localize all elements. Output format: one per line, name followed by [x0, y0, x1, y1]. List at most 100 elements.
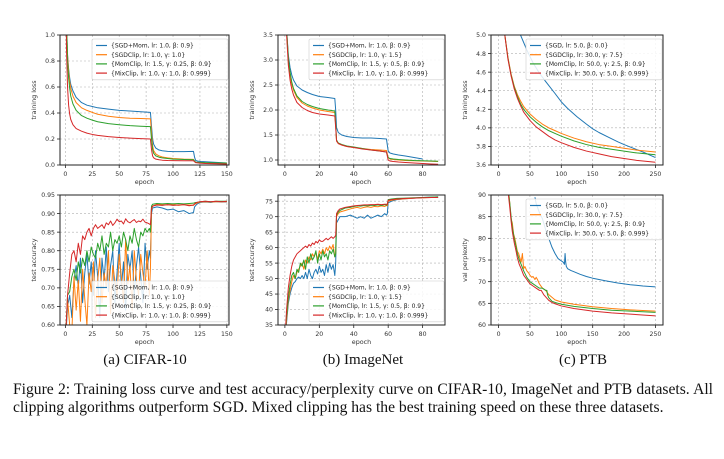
x-tick-label: 20 [315, 171, 323, 178]
y-tick-label: 3.0 [263, 57, 273, 64]
x-tick-label: 40 [350, 331, 358, 338]
legend-entry: {SGDClip, lr: 1.0, γ: 1.5} [328, 294, 402, 301]
y-axis-label: test accuracy [30, 238, 38, 281]
x-tick-label: 25 [88, 171, 96, 178]
x-tick-label: 50 [526, 171, 534, 178]
series-line-red [65, 200, 227, 325]
legend: {SGD, lr: 5.0, β: 0.0} {SGDClip, lr: 30.0… [525, 198, 663, 241]
y-tick-label: 0.6 [45, 84, 55, 91]
y-tick-label: 70 [265, 214, 273, 221]
legend-box [91, 38, 229, 81]
y-tick-label: 5.0 [476, 32, 486, 39]
x-tick-label: 125 [194, 331, 206, 338]
y-tick-label: 4.4 [476, 88, 486, 95]
x-tick-label: 60 [384, 171, 392, 178]
plot-frame [277, 194, 446, 326]
plot-frame [59, 194, 230, 326]
subfigure-label-ptb: (c) PTB [559, 352, 607, 368]
y-tick-label: 45 [265, 291, 273, 298]
x-tick-label: 0 [497, 331, 501, 338]
legend-entry: {MomClip, lr: 1.5, γ: 0.5, β: 0.9} [328, 61, 425, 68]
x-tick-label: 100 [167, 171, 179, 178]
legend: {SGD, lr: 5.0, β: 0.0} {SGDClip, lr: 30.0… [525, 38, 663, 81]
y-tick-label: 1.0 [263, 157, 273, 164]
x-tick-label: 80 [419, 331, 427, 338]
legend: {SGD+Mom, lr: 1.0, β: 0.9} {SGDClip, lr: … [308, 280, 445, 323]
x-tick-label: 150 [587, 171, 599, 178]
figure-panels: 0 25 50 75 100 125 150 0.0 0.2 0.4 0.6 0.8 1.0 epoch t… [30, 32, 664, 346]
series-line-green [285, 196, 439, 325]
y-tick-label: 0.75 [41, 266, 55, 273]
y-tick-label: 0.2 [45, 136, 55, 143]
legend-entry: {SGD+Mom, lr: 1.0, β: 0.9} [111, 285, 194, 292]
y-tick-label: 0.85 [41, 229, 55, 236]
y-tick-label: 0.80 [41, 248, 55, 255]
legend: {SGD+Mom, lr: 1.0, β: 0.9} {SGDClip, lr: … [91, 38, 229, 81]
legend-entry: {SGD+Mom, lr: 1.0, β: 0.9} [328, 285, 411, 292]
x-tick-label: 200 [618, 171, 630, 178]
x-tick-label: 250 [650, 331, 662, 338]
y-tick-label: 55 [265, 260, 273, 267]
chart-imagenet-acc: 0 20 40 60 80 35 40 45 50 55 60 65 70 75 epoch test acc… [248, 194, 446, 346]
x-tick-label: 250 [650, 171, 662, 178]
x-tick-label: 75 [142, 331, 150, 338]
x-tick-label: 80 [419, 171, 427, 178]
y-tick-label: 0.70 [41, 285, 55, 292]
x-tick-label: 75 [142, 171, 150, 178]
y-tick-label: 3.6 [476, 162, 486, 169]
x-tick-label: 150 [221, 331, 233, 338]
legend-entry: {MomClip, lr: 50.0, γ: 2.5, β: 0.9} [545, 61, 646, 68]
subfigure-label-imagenet: (b) ImageNet [322, 352, 404, 368]
x-tick-label: 100 [555, 171, 567, 178]
y-tick-label: 0.4 [45, 110, 55, 117]
y-tick-label: 80 [478, 236, 486, 243]
y-tick-label: 4.8 [476, 51, 486, 58]
y-axis-label: training loss [248, 80, 256, 120]
legend-entry: {MixClip, lr: 1.0, γ: 1.0, β: 0.999} [328, 70, 428, 77]
x-tick-label: 0 [63, 331, 67, 338]
x-axis-label: epoch [352, 178, 371, 186]
x-axis-label: epoch [567, 178, 586, 186]
x-tick-label: 0 [283, 331, 287, 338]
chart-cifar-loss: 0 25 50 75 100 125 150 0.0 0.2 0.4 0.6 0.8 1.0 epoch t… [30, 32, 233, 186]
y-tick-label: 65 [265, 229, 273, 236]
y-tick-label: 0.95 [41, 192, 55, 199]
legend-entry: {SGDClip, lr: 30.0, γ: 7.5} [545, 52, 623, 59]
y-tick-label: 2.5 [263, 82, 273, 89]
x-tick-label: 50 [526, 331, 534, 338]
y-axis-label: test accuracy [248, 238, 256, 281]
series-line-green [508, 195, 656, 313]
x-tick-label: 0 [283, 171, 287, 178]
y-tick-label: 3.5 [263, 32, 273, 39]
series-line-green [66, 35, 227, 164]
x-tick-label: 200 [618, 331, 630, 338]
plot-frame [490, 194, 664, 326]
legend-entry: {MixClip, lr: 1.0, γ: 1.0, β: 0.999} [328, 312, 428, 319]
series-line-red [507, 195, 656, 317]
x-tick-label: 100 [167, 331, 179, 338]
x-tick-label: 50 [115, 331, 123, 338]
legend-entry: {SGD, lr: 5.0, β: 0.0} [545, 203, 608, 210]
series-group [285, 196, 439, 325]
legend: {SGD+Mom, lr: 1.0, β: 0.9} {SGDClip, lr: … [308, 38, 445, 81]
y-tick-label: 85 [478, 214, 486, 221]
y-tick-label: 0.60 [41, 322, 55, 329]
x-tick-label: 25 [88, 331, 96, 338]
legend-box [525, 198, 663, 241]
y-tick-label: 60 [265, 245, 273, 252]
series-group [65, 35, 227, 165]
x-tick-label: 50 [115, 171, 123, 178]
chart-cifar-acc: 0 25 50 75 100 125 150 0.60 0.65 0.70 0.75 0.80 0.85… [30, 192, 233, 346]
subfigure-label-cifar: (a) CIFAR-10 [103, 352, 187, 368]
y-tick-label: 60 [478, 322, 486, 329]
series-line-red [286, 35, 439, 165]
plot-frame [490, 34, 664, 166]
legend-box [308, 38, 445, 81]
series-line-red [285, 196, 439, 325]
y-tick-label: 0.65 [41, 304, 55, 311]
series-line-red [504, 35, 656, 163]
legend-entry: {SGDClip, lr: 1.0, γ: 1.0} [111, 294, 185, 301]
y-tick-label: 2.0 [263, 107, 273, 114]
x-tick-label: 0 [497, 171, 501, 178]
x-tick-label: 150 [221, 171, 233, 178]
